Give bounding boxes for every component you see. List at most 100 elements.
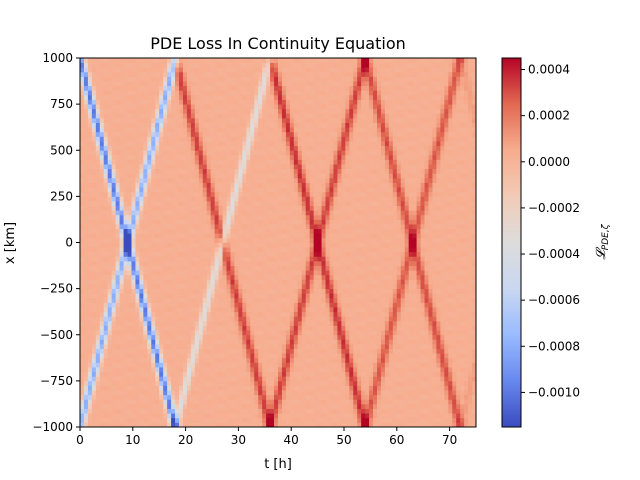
heatmap-cell (210, 279, 216, 285)
heatmap-cell (194, 62, 200, 68)
heatmap-cell (135, 394, 140, 400)
heatmap-cell (242, 334, 247, 340)
heatmap-cell (202, 371, 208, 377)
heatmap-cell (242, 390, 247, 396)
heatmap-cell (202, 164, 208, 170)
heatmap-cell (246, 168, 251, 174)
heatmap-cell (83, 242, 89, 248)
heatmap-cell (210, 362, 216, 368)
heatmap-cell (242, 376, 247, 382)
heatmap-cell (135, 385, 140, 391)
heatmap-cell (278, 145, 283, 151)
heatmap-cell (190, 168, 196, 174)
heatmap-cell (131, 302, 136, 308)
heatmap-cell (139, 141, 144, 147)
heatmap-cell (198, 164, 204, 170)
heatmap-cell (95, 394, 101, 400)
heatmap-cell (202, 81, 208, 87)
heatmap-cell (135, 316, 140, 322)
heatmap-cell (313, 284, 318, 290)
heatmap-cell (230, 339, 235, 345)
heatmap-cell (226, 62, 231, 68)
heatmap-cell (147, 320, 152, 326)
heatmap-cell (123, 228, 128, 234)
heatmap-cell (91, 164, 97, 170)
heatmap-cell (111, 399, 117, 405)
heatmap-cell (226, 168, 231, 174)
heatmap-cell (91, 293, 97, 299)
heatmap-cell (143, 380, 148, 386)
heatmap-cell (202, 311, 208, 317)
heatmap-cell (266, 353, 271, 359)
heatmap-cell (281, 270, 287, 276)
heatmap-cell (214, 256, 219, 262)
heatmap-cell (218, 390, 223, 396)
heatmap-cell (274, 251, 279, 257)
heatmap-cell (163, 376, 168, 382)
heatmap-cell (274, 422, 279, 428)
heatmap-cell (194, 85, 200, 91)
heatmap-cell (278, 274, 283, 280)
heatmap-cell (80, 330, 85, 336)
heatmap-cell (147, 390, 152, 396)
heatmap-cell (214, 136, 219, 142)
heatmap-cell (234, 413, 239, 419)
heatmap-cell (171, 191, 176, 197)
heatmap-cell (171, 196, 176, 202)
heatmap-cell (238, 343, 243, 349)
heatmap-cell (242, 279, 247, 285)
heatmap-cell (202, 362, 208, 368)
heatmap-cell (190, 422, 196, 428)
heatmap-cell (281, 399, 287, 405)
heatmap-cell (171, 279, 176, 285)
heatmap-cell (258, 127, 263, 133)
heatmap-cell (274, 122, 279, 128)
heatmap-cell (234, 311, 239, 317)
heatmap-cell (151, 325, 156, 331)
heatmap-cell (99, 131, 105, 137)
heatmap-cell (194, 265, 200, 271)
heatmap-cell (123, 353, 128, 359)
heatmap-cell (270, 260, 275, 266)
heatmap-cell (194, 219, 200, 225)
heatmap-cell (270, 85, 275, 91)
heatmap-cell (198, 205, 204, 211)
heatmap-cell (171, 422, 176, 428)
heatmap-cell (91, 307, 97, 313)
heatmap-cell (234, 182, 239, 188)
heatmap-cell (163, 85, 168, 91)
heatmap-cell (95, 127, 101, 133)
heatmap-cell (167, 330, 172, 336)
heatmap-cell (278, 348, 283, 354)
heatmap-cell (285, 214, 291, 220)
heatmap-cell (123, 325, 128, 331)
heatmap-cell (270, 177, 275, 183)
heatmap-cell (95, 311, 101, 317)
heatmap-cell (254, 413, 259, 419)
heatmap-cell (285, 293, 291, 299)
heatmap-cell (147, 219, 152, 225)
heatmap-cell (293, 297, 299, 303)
heatmap-cell (147, 242, 152, 248)
heatmap-cell (266, 131, 271, 137)
heatmap-cell (218, 270, 223, 276)
heatmap-cell (179, 81, 184, 87)
heatmap-cell (202, 233, 208, 239)
heatmap-cell (99, 394, 105, 400)
heatmap-cell (179, 62, 184, 68)
heatmap-cell (179, 164, 184, 170)
heatmap-cell (198, 325, 204, 331)
heatmap-cell (198, 256, 204, 262)
heatmap-cell (238, 191, 243, 197)
heatmap-cell (258, 302, 263, 308)
heatmap-cell (321, 150, 326, 156)
heatmap-cell (278, 394, 283, 400)
heatmap-cell (139, 330, 144, 336)
heatmap-cell (163, 334, 168, 340)
heatmap-cell (87, 385, 93, 391)
heatmap-cell (289, 311, 295, 317)
heatmap-cell (167, 408, 172, 414)
heatmap-cell (111, 256, 117, 262)
heatmap-cell (274, 399, 279, 405)
heatmap-cell (87, 85, 93, 91)
